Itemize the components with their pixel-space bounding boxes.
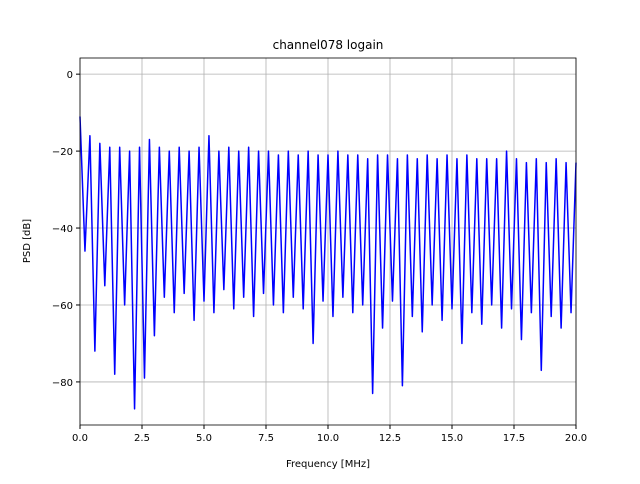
- x-tick-label: 15.0: [441, 433, 463, 444]
- psd-line: [79, 116, 577, 410]
- plot-frame: [79, 57, 577, 426]
- x-tick-label: 7.5: [258, 433, 274, 444]
- y-axis-label: PSD [dB]: [22, 219, 33, 263]
- chart-title: channel078 logain: [273, 38, 384, 52]
- x-tick-label: 12.5: [379, 433, 401, 444]
- x-tick-label: 0.0: [72, 433, 88, 444]
- y-tick-label: −40: [52, 224, 73, 235]
- x-tick-label: 20.0: [565, 433, 587, 444]
- x-tick-label: 10.0: [317, 433, 339, 444]
- y-tick-label: −80: [52, 378, 73, 389]
- x-axis-label: Frequency [MHz]: [286, 459, 370, 470]
- y-tick-label: −60: [52, 301, 73, 312]
- y-tick-label: −20: [52, 147, 73, 158]
- x-tick-label: 17.5: [503, 433, 525, 444]
- x-tick-label: 2.5: [134, 433, 150, 444]
- y-tick-label: 0: [67, 70, 73, 81]
- x-tick-label: 5.0: [196, 433, 212, 444]
